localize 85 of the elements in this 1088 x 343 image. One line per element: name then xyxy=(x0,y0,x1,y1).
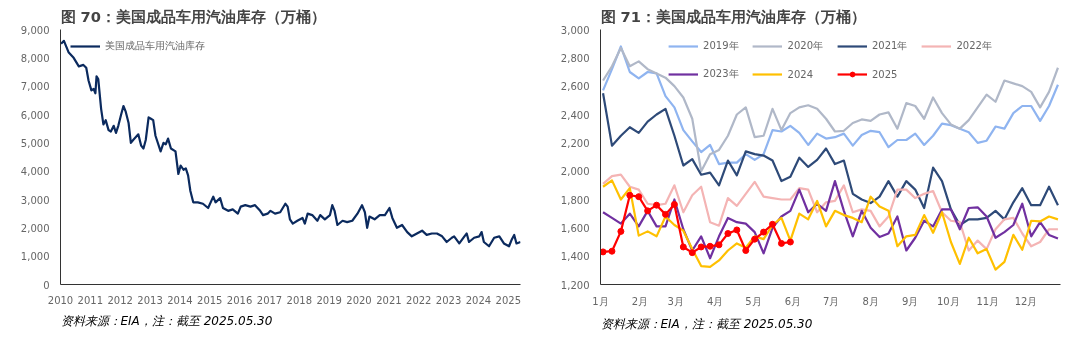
y-tick-label: 1,200 xyxy=(560,279,590,291)
y-tick-label: 2,000 xyxy=(560,166,590,178)
x-tick-label: 12月 xyxy=(1014,295,1038,307)
x-tick-label: 2022 xyxy=(406,294,432,306)
y-tick-label: 8,000 xyxy=(20,52,50,64)
y-tick-label: 2,600 xyxy=(560,81,590,93)
legend-label: 2019年 xyxy=(703,39,739,53)
x-tick-label: 2018 xyxy=(286,294,313,306)
y-tick-label: 2,800 xyxy=(560,52,590,64)
x-tick-label: 6月 xyxy=(784,295,802,307)
point xyxy=(661,210,669,218)
x-tick-label: 3月 xyxy=(667,295,684,307)
point xyxy=(706,242,714,250)
chart-title: 图 71：美国成品车用汽油库存（万桶） xyxy=(600,7,866,25)
legend-label: 2024 xyxy=(787,68,813,80)
x-tick-label: 7月 xyxy=(822,295,840,307)
y-tick-label: 4,000 xyxy=(20,166,50,178)
point xyxy=(670,200,678,208)
x-tick-label: 2月 xyxy=(631,295,649,307)
line-series xyxy=(601,92,1060,227)
y-tick-label: 1,600 xyxy=(560,222,590,234)
legend-label: 2025 xyxy=(872,68,898,80)
line-series xyxy=(60,39,521,248)
point xyxy=(777,239,785,247)
x-tick-label: 2015 xyxy=(197,294,223,306)
x-tick-label: 11月 xyxy=(976,295,1000,307)
point xyxy=(742,247,750,254)
x-tick-label: 2023 xyxy=(435,294,462,306)
point xyxy=(644,207,652,215)
point xyxy=(697,243,705,251)
point xyxy=(751,235,759,243)
y-tick-label: 5,000 xyxy=(20,137,50,149)
point xyxy=(626,191,634,199)
x-tick-label: 2010 xyxy=(47,294,74,306)
y-tick-label: 2,400 xyxy=(560,109,590,121)
point xyxy=(760,228,768,236)
y-tick-label: 1,400 xyxy=(560,251,590,263)
y-tick-label: 9,000 xyxy=(20,24,50,36)
x-tick-label: 2021 xyxy=(376,294,402,306)
line-series xyxy=(601,173,1060,252)
point xyxy=(617,227,625,235)
legend-label: 美国成品车用汽油库存 xyxy=(105,39,205,53)
point xyxy=(715,241,723,249)
text: 资料来源：EIA，注：截至 2025.05.30 xyxy=(600,316,813,331)
x-tick-label: 2011 xyxy=(77,294,104,306)
legend-label: 2021年 xyxy=(872,39,908,53)
x-tick-label: 10月 xyxy=(937,295,960,307)
y-tick-label: 3,000 xyxy=(20,194,50,206)
y-tick-label: 2,000 xyxy=(20,222,50,234)
x-tick-label: 2017 xyxy=(256,294,283,306)
y-tick-label: 1,000 xyxy=(20,251,50,263)
chart-title: 图 70：美国成品车用汽油库存（万桶） xyxy=(60,7,326,25)
y-tick-label: 7,000 xyxy=(20,81,50,93)
x-tick-label: 4月 xyxy=(707,295,724,307)
legend-label: 2022年 xyxy=(956,39,992,53)
point xyxy=(679,243,687,251)
x-tick-label: 9月 xyxy=(901,295,919,307)
point xyxy=(600,248,607,256)
x-tick-label: 2024 xyxy=(465,294,492,306)
x-tick-label: 2013 xyxy=(137,294,163,306)
y-tick-label: 0 xyxy=(43,279,50,291)
x-tick-label: 5月 xyxy=(745,295,762,307)
text: 资料来源：EIA，注：截至 2025.05.30 xyxy=(60,313,273,328)
x-tick-label: 2016 xyxy=(226,294,253,306)
x-tick-label: 2019 xyxy=(316,294,342,306)
point xyxy=(733,226,741,234)
point xyxy=(786,238,794,246)
x-tick-label: 2020 xyxy=(346,294,372,306)
point xyxy=(769,220,777,228)
legend-label: 2023年 xyxy=(703,67,739,81)
y-tick-label: 3,000 xyxy=(560,24,590,36)
point xyxy=(688,249,696,257)
x-tick-label: 2014 xyxy=(167,294,193,306)
point xyxy=(653,201,661,209)
x-tick-label: 2012 xyxy=(107,294,133,306)
y-tick-label: 2,200 xyxy=(560,137,590,149)
legend-label: 2020年 xyxy=(787,39,823,53)
y-tick-label: 1,800 xyxy=(560,194,590,206)
y-tick-label: 6,000 xyxy=(20,109,50,121)
x-tick-label: 1月 xyxy=(592,295,609,307)
x-tick-label: 2025 xyxy=(495,294,522,306)
point xyxy=(635,193,643,201)
point xyxy=(724,230,732,237)
x-tick-label: 8月 xyxy=(862,295,879,307)
point xyxy=(608,247,616,255)
